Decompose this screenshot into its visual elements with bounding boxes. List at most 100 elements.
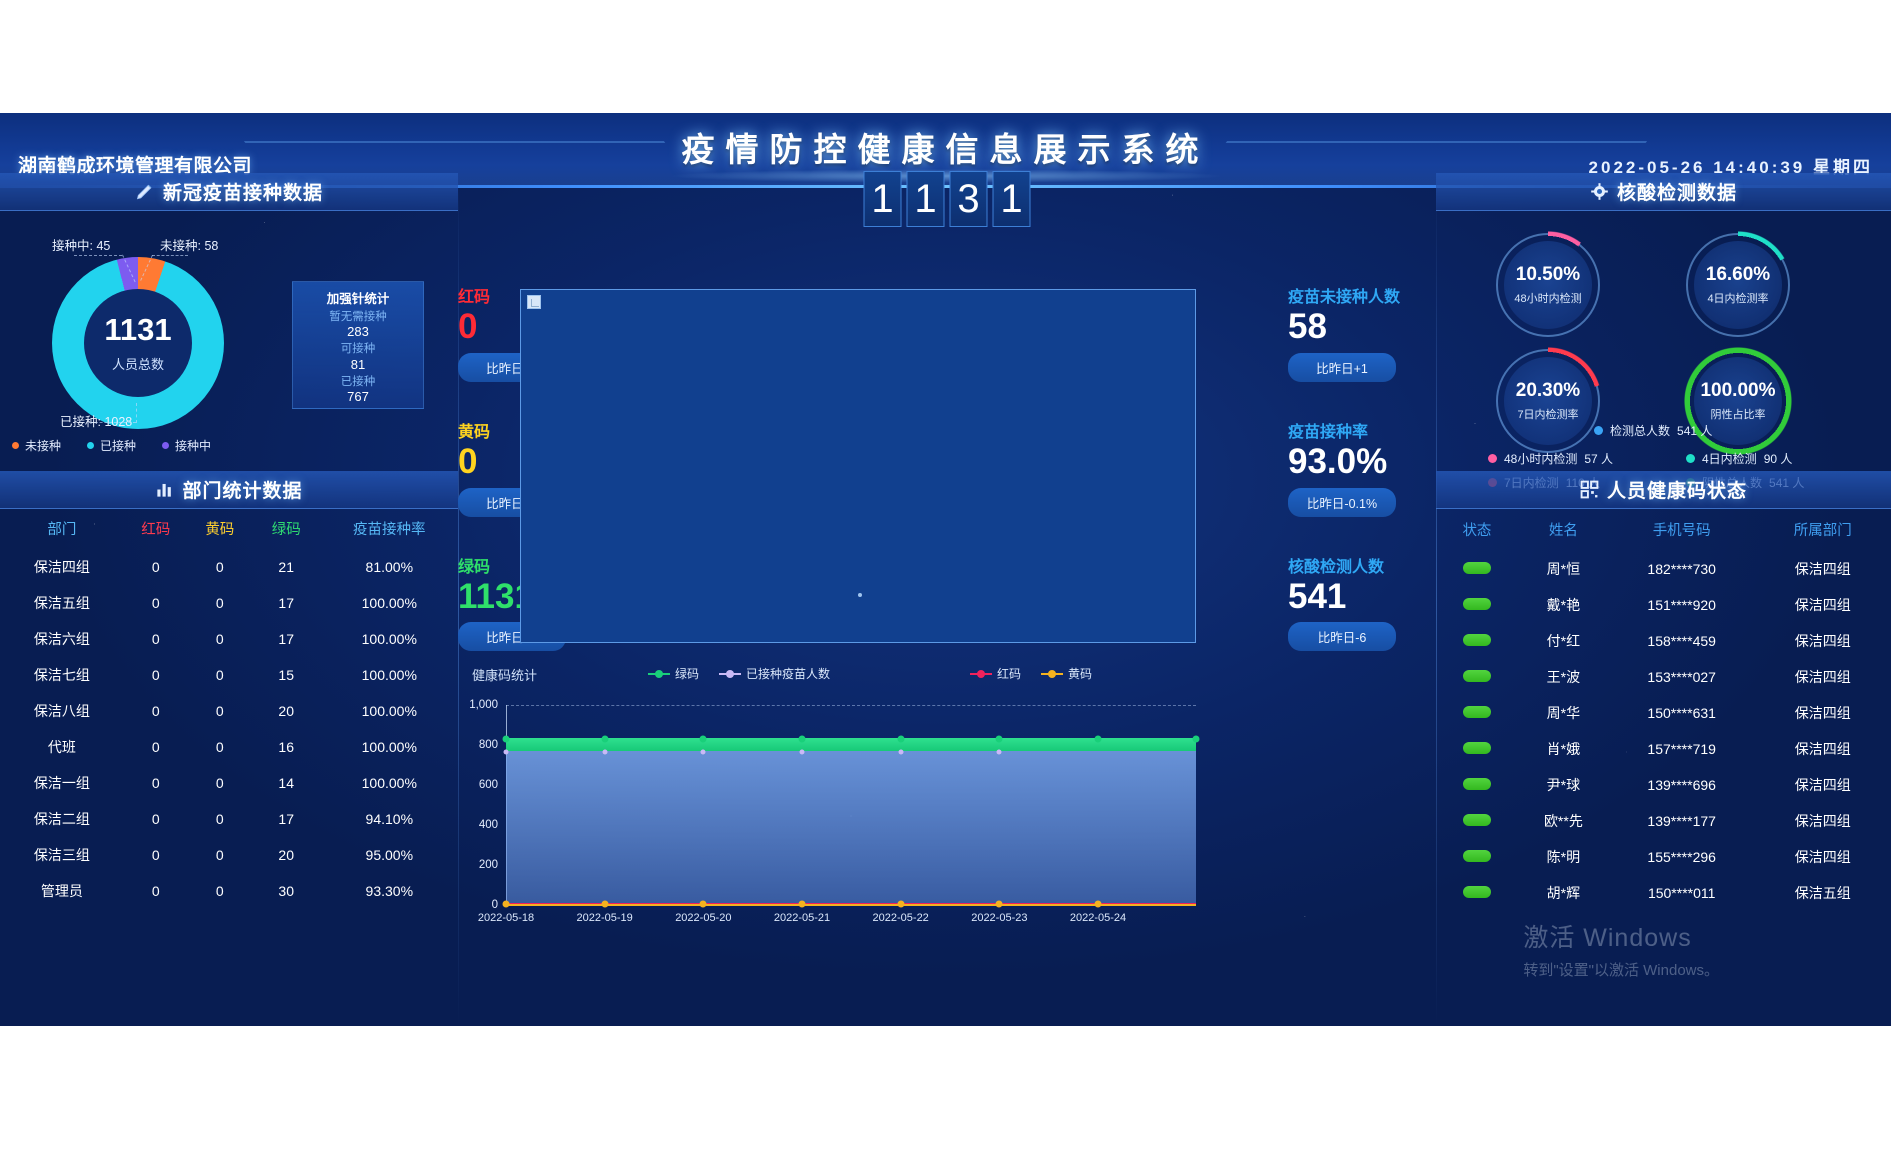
dept-panel-body: 部门 红码 黄码 绿码 疫苗接种率 保洁四组 0 0 21 81.00% 保洁五组 0 0 1… <box>0 509 458 909</box>
table-row[interactable]: 代班 0 0 16 100.00% <box>0 729 458 765</box>
cell-rate: 100.00% <box>361 739 417 755</box>
summary-stats-column: 疫苗未接种人数 58 比昨日+1 疫苗接种率 93.0% 比昨日-0.1% 核酸… <box>1288 283 1436 687</box>
table-row[interactable]: 保洁三组 0 0 20 95.00% <box>0 837 458 873</box>
table-row[interactable]: 保洁七组 0 0 15 100.00% <box>0 657 458 693</box>
stat-delta-nat-tested[interactable]: 比昨日-6 <box>1288 622 1396 652</box>
cell-red: 0 <box>151 775 160 791</box>
cell-phone: 158****459 <box>1647 633 1716 649</box>
status-badge <box>1462 850 1491 862</box>
cell-status <box>1436 587 1518 623</box>
cell-status <box>1436 875 1518 911</box>
chart-ytick: 800 <box>478 739 498 751</box>
cell-status <box>1436 731 1518 767</box>
gauge-value-negative: 100.00% <box>1700 380 1776 401</box>
table-row[interactable]: 保洁四组 0 0 21 81.00% <box>0 549 458 585</box>
gauge-value-7d: 20.30% <box>1515 380 1581 401</box>
legend-dot-in-progress <box>162 442 170 449</box>
cell-status <box>1436 803 1518 839</box>
stat-value-vaccination-rate: 93.0% <box>1288 441 1388 481</box>
chart-xtick: 2022-05-24 <box>1069 912 1127 924</box>
chart-point-green <box>699 735 707 743</box>
cell-dept: 保洁四组 <box>1794 705 1851 721</box>
table-row[interactable]: 保洁二组 0 0 17 94.10% <box>0 801 458 837</box>
gear-icon <box>1591 183 1608 200</box>
nat-legend-label-48h: 48小时内检测 <box>1504 452 1578 466</box>
chart-xtick: 2022-05-21 <box>773 912 831 924</box>
table-row[interactable]: 戴*艳 151****920 保洁四组 <box>1436 587 1891 623</box>
cell-yellow: 0 <box>215 811 224 827</box>
chart-legend-item-yellow[interactable]: 黄码 <box>1041 665 1092 682</box>
cell-green: 21 <box>278 559 294 575</box>
stat-value-unvaccinated: 58 <box>1288 307 1327 346</box>
booster-label-1: 可接种 <box>340 343 376 356</box>
chart-legend-label-vaccinated: 已接种疫苗人数 <box>746 667 831 681</box>
table-row[interactable]: 胡*辉 150****011 保洁五组 <box>1436 875 1891 911</box>
people-col-dept: 所属部门 <box>1793 523 1852 539</box>
booster-label-0: 暂无需接种 <box>329 311 387 323</box>
people-col-status: 状态 <box>1462 523 1492 539</box>
table-row[interactable]: 欧**先 139****177 保洁四组 <box>1436 803 1891 839</box>
booster-stats-box: 加强针统计 暂无需接种 283 可接种 81 已接种 767 <box>292 281 424 409</box>
status-badge <box>1462 670 1491 682</box>
cell-dept: 保洁四组 <box>1794 597 1851 613</box>
cell-dept: 管理员 <box>40 883 83 899</box>
table-row[interactable]: 保洁八组 0 0 20 100.00% <box>0 693 458 729</box>
stat-delta-unvaccinated[interactable]: 比昨日+1 <box>1288 352 1396 382</box>
table-row[interactable]: 王*波 153****027 保洁四组 <box>1436 659 1891 695</box>
chart-legend-item-red[interactable]: 红码 <box>970 665 1021 682</box>
table-row[interactable]: 周*恒 182****730 保洁四组 <box>1436 551 1891 587</box>
table-row[interactable]: 尹*球 139****696 保洁四组 <box>1436 767 1891 803</box>
cell-rate: 93.30% <box>365 883 414 899</box>
table-row[interactable]: 保洁一组 0 0 14 100.00% <box>0 765 458 801</box>
chart-band-green <box>506 738 1196 751</box>
stat-delta-vaccination-rate[interactable]: 比昨日-0.1% <box>1288 487 1396 517</box>
gauge-disc-4d: 16.60% 4日内检测率 <box>1694 241 1782 329</box>
status-badge <box>1462 886 1491 898</box>
gauge-label-48h: 48小时内检测 <box>1514 293 1582 305</box>
table-row[interactable]: 肖*娥 157****719 保洁四组 <box>1436 731 1891 767</box>
donut-total-value: 1131 <box>104 312 172 348</box>
cell-name: 周*恒 <box>1546 561 1581 577</box>
table-row[interactable]: 保洁六组 0 0 17 100.00% <box>0 621 458 657</box>
chart-point-green <box>1094 735 1102 743</box>
cell-name: 戴*艳 <box>1546 597 1581 613</box>
vaccine-panel-body: 1131 人员总数 接种中: 45 未接种: 58 已接种: 1028 未接种 <box>0 211 458 469</box>
dept-panel: 部门统计数据 部门 红码 黄码 绿码 疫苗接种率 保洁四组 0 0 21 81. <box>0 471 458 1026</box>
cell-dept: 保洁三组 <box>33 847 90 863</box>
dept-col-name: 部门 <box>47 522 77 538</box>
booster-value-0: 283 <box>347 324 369 340</box>
app-header: 湖南鹤成环境管理有限公司 疫情防控健康信息展示系统 2022-05-26 14:… <box>0 113 1891 188</box>
chart-point-yellow <box>601 900 609 908</box>
chart-ytick: 200 <box>478 859 498 871</box>
nat-legend-value-48h: 57 人 <box>1584 452 1614 466</box>
people-col-phone: 手机号码 <box>1652 523 1711 539</box>
leader-line-3h <box>90 422 136 423</box>
chart-legend-item-vaccinated[interactable]: 已接种疫苗人数 <box>719 665 830 682</box>
people-panel-title: 人员健康码状态 <box>1606 481 1747 502</box>
callout-in-progress: 接种中: 45 <box>52 239 111 253</box>
cell-rate: 81.00% <box>365 559 414 575</box>
table-row[interactable]: 陈*明 155****296 保洁四组 <box>1436 839 1891 875</box>
legend-dot-not-vaccinated <box>12 442 19 449</box>
stat-value-yellow: 0 <box>458 441 478 481</box>
cell-yellow: 0 <box>215 883 224 899</box>
cell-red: 0 <box>151 559 160 575</box>
chart-point-green <box>1192 735 1200 743</box>
chart-gridline-1000 <box>506 705 1196 706</box>
table-row[interactable]: 付*红 158****459 保洁四组 <box>1436 623 1891 659</box>
nat-legend-dot-48h <box>1488 454 1497 463</box>
table-row[interactable]: 保洁五组 0 0 17 100.00% <box>0 585 458 621</box>
table-row[interactable]: 管理员 0 0 30 93.30% <box>0 873 458 909</box>
chart-point-green <box>502 735 510 743</box>
chart-ytick: 1,000 <box>469 699 498 711</box>
chart-legend-label-red: 红码 <box>997 667 1022 681</box>
chart-legend-item-green[interactable]: 绿码 <box>648 665 699 682</box>
booster-value-1: 81 <box>350 356 366 372</box>
cell-dept: 保洁四组 <box>1794 561 1851 577</box>
chart-point-yellow <box>699 900 707 908</box>
dept-panel-title: 部门统计数据 <box>182 481 303 502</box>
vaccine-panel-header: 新冠疫苗接种数据 <box>0 173 458 211</box>
leader-line-1h <box>74 255 122 256</box>
stat-label-green: 绿码 <box>458 558 491 576</box>
table-row[interactable]: 周*华 150****631 保洁四组 <box>1436 695 1891 731</box>
